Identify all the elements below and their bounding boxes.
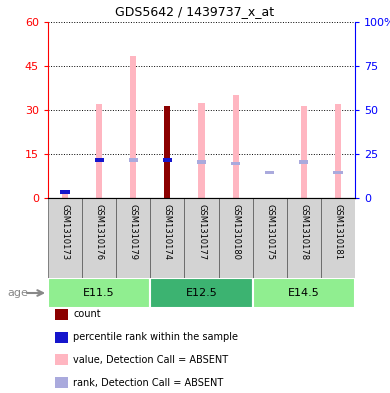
Bar xyxy=(199,103,205,198)
Bar xyxy=(163,158,172,162)
Bar xyxy=(197,160,206,163)
Bar xyxy=(231,162,240,165)
Bar xyxy=(48,198,82,278)
Bar xyxy=(253,278,355,308)
Bar xyxy=(94,158,104,162)
Bar xyxy=(287,198,321,278)
Text: E14.5: E14.5 xyxy=(288,288,320,298)
Text: GSM1310174: GSM1310174 xyxy=(163,204,172,261)
Bar xyxy=(60,190,70,194)
Bar xyxy=(299,160,308,163)
Bar xyxy=(82,198,116,278)
Text: rank, Detection Call = ABSENT: rank, Detection Call = ABSENT xyxy=(73,378,223,387)
Bar xyxy=(301,106,307,198)
Bar xyxy=(232,95,239,198)
Bar xyxy=(96,104,102,198)
Bar xyxy=(116,198,150,278)
Text: E11.5: E11.5 xyxy=(83,288,115,298)
Text: GSM1310181: GSM1310181 xyxy=(333,204,342,261)
Text: GSM1310179: GSM1310179 xyxy=(129,204,138,261)
Bar xyxy=(130,56,136,198)
Bar xyxy=(218,198,253,278)
Bar xyxy=(48,278,150,308)
Bar xyxy=(150,278,253,308)
Text: GSM1310175: GSM1310175 xyxy=(265,204,274,261)
Text: value, Detection Call = ABSENT: value, Detection Call = ABSENT xyxy=(73,355,229,365)
Text: percentile rank within the sample: percentile rank within the sample xyxy=(73,332,238,342)
Text: count: count xyxy=(73,309,101,319)
Bar xyxy=(265,171,274,174)
Bar xyxy=(335,104,341,198)
Bar xyxy=(253,198,287,278)
Text: GSM1310173: GSM1310173 xyxy=(60,204,69,261)
Bar xyxy=(321,198,355,278)
Text: GSM1310178: GSM1310178 xyxy=(300,204,308,261)
Text: GSM1310180: GSM1310180 xyxy=(231,204,240,261)
Bar xyxy=(150,198,184,278)
Text: E12.5: E12.5 xyxy=(186,288,217,298)
Bar xyxy=(164,106,170,198)
Bar xyxy=(184,198,218,278)
Bar xyxy=(94,158,104,162)
Bar xyxy=(62,194,68,198)
Text: GDS5642 / 1439737_x_at: GDS5642 / 1439737_x_at xyxy=(115,6,275,18)
Bar xyxy=(129,158,138,162)
Bar xyxy=(333,171,342,174)
Text: age: age xyxy=(8,288,29,298)
Text: GSM1310177: GSM1310177 xyxy=(197,204,206,261)
Text: GSM1310176: GSM1310176 xyxy=(95,204,104,261)
